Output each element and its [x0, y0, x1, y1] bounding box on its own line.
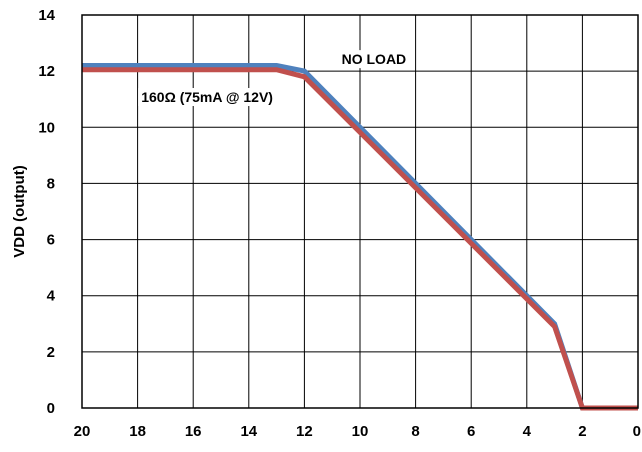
x-tick-label: 20 [74, 423, 91, 440]
x-tick-label: 0 [633, 423, 641, 440]
annotation-background [338, 50, 410, 69]
annotation-label: NO LOAD [338, 50, 410, 69]
y-tick-labels: 0 2 4 6 8 10 12 14 [38, 7, 55, 417]
y-tick-label: 2 [47, 344, 55, 361]
y-axis-title: VDD (output) [11, 165, 28, 257]
annotation-label: 160Ω (75mA @ 12V) [138, 88, 276, 107]
y-tick-label: 0 [47, 400, 55, 417]
plot-area: NO LOAD 160Ω (75mA @ 12V) [81, 14, 639, 411]
x-tick-label: 16 [185, 423, 202, 440]
annotation-text: 160Ω (75mA @ 12V) [141, 89, 273, 105]
y-tick-label: 14 [38, 7, 55, 24]
x-tick-label: 14 [240, 423, 257, 440]
y-tick-label: 10 [38, 119, 55, 136]
x-tick-label: 4 [523, 423, 532, 440]
annotation-background [138, 88, 276, 107]
x-tick-label: 6 [467, 423, 475, 440]
x-tick-label: 18 [129, 423, 146, 440]
y-tick-label: 12 [38, 63, 55, 80]
x-tick-label: 12 [296, 423, 313, 440]
y-tick-label: 8 [47, 175, 55, 192]
plot-border [81, 14, 639, 409]
x-tick-label: 8 [411, 423, 419, 440]
y-tick-label: 4 [47, 288, 56, 305]
annotation-text: NO LOAD [342, 51, 407, 67]
x-tick-labels: 20 18 16 14 12 10 8 6 4 2 0 [74, 423, 641, 440]
x-tick-label: 10 [352, 423, 369, 440]
x-tick-label: 2 [578, 423, 586, 440]
annotations: NO LOAD 160Ω (75mA @ 12V) [138, 50, 410, 107]
y-tick-label: 6 [47, 232, 55, 249]
